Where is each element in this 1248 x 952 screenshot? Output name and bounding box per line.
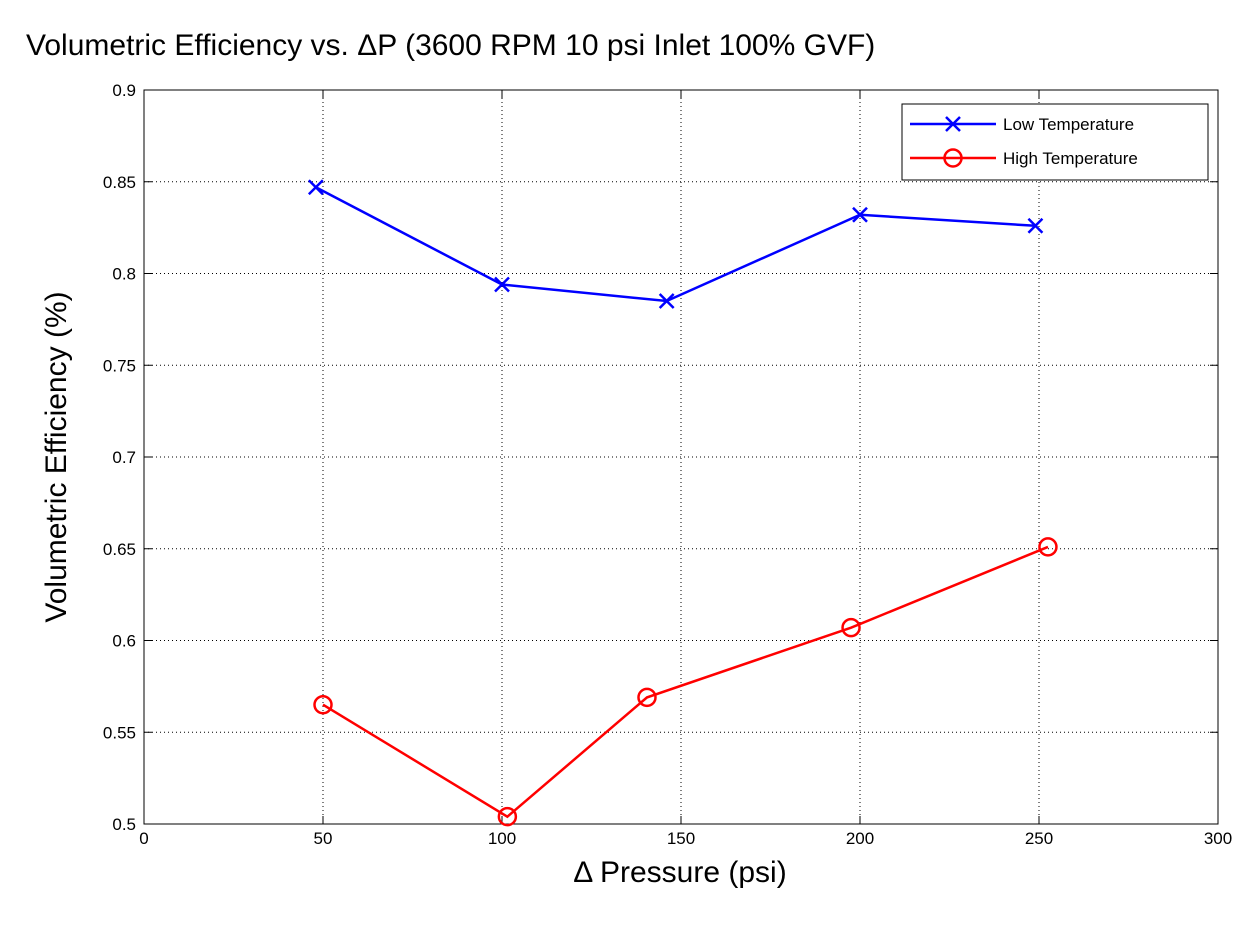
chart-title: Volumetric Efficiency vs. ΔP (3600 RPM 1… [26,29,875,62]
y-tick-label: 0.9 [112,81,136,100]
x-tick-label: 250 [1025,829,1053,848]
x-tick-label: 100 [488,829,516,848]
x-tick-label: 150 [667,829,695,848]
data-point [658,293,675,309]
data-point [637,687,657,708]
data-point [1027,217,1044,234]
data-point [841,617,861,638]
y-tick-label: 0.85 [103,173,136,192]
data-point [852,206,868,223]
data-point [313,694,333,715]
x-axis-label: Δ Pressure (psi) [573,856,786,889]
x-tick-label: 50 [314,829,333,848]
y-tick-label: 0.65 [103,540,136,559]
x-tick-label: 0 [139,829,148,848]
plot-area [143,89,1219,825]
x-tick-label: 300 [1204,829,1232,848]
legend-marker [945,116,961,132]
y-axis-label: Volumetric Efficiency (%) [40,291,73,622]
y-tick-label: 0.7 [112,448,136,467]
series-line-high-temperature [322,545,1049,819]
data-point [1038,537,1058,557]
legend-marker [943,148,963,168]
data-point [494,276,510,293]
y-tick-label: 0.5 [112,815,136,834]
legend-label: Low Temperature [1003,115,1134,134]
y-tick-label: 0.55 [103,723,136,742]
legend: Low Temperature High Temperature [901,103,1209,181]
y-tick-label: 0.8 [112,265,136,284]
series-line-low-temperature [315,186,1036,303]
x-tick-label: 200 [846,829,874,848]
legend-label: High Temperature [1003,149,1138,168]
data-point [497,806,518,827]
y-tick-label: 0.75 [103,356,136,375]
data-point [307,179,324,196]
y-tick-label: 0.6 [112,632,136,651]
